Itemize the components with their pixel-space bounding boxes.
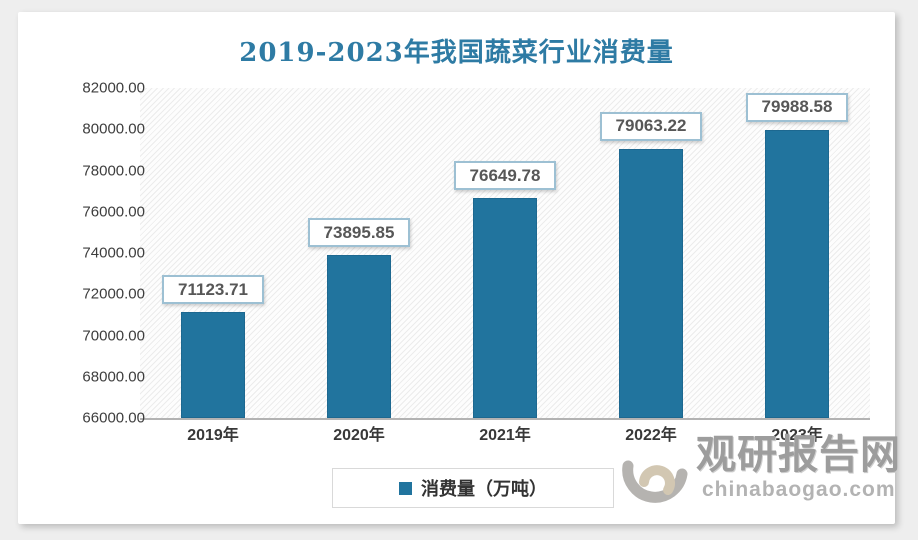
y-tick-label: 70000.00 (82, 327, 145, 344)
y-tick-label: 80000.00 (82, 120, 145, 138)
bar-value-label: 73895.85 (308, 218, 410, 248)
watermark-site-url: chinabaogao.com (702, 478, 896, 501)
x-tick-label: 2023年 (771, 427, 823, 444)
y-tick-label: 76000.00 (82, 203, 145, 221)
y-tick-label: 78000.00 (82, 162, 145, 179)
legend: 消费量（万吨） (332, 468, 614, 508)
chart-card: 2019-2023年我国蔬菜行业消费量 71123.71 73895.85 7664… (18, 12, 900, 524)
bar-value-label: 79063.22 (600, 111, 702, 141)
bar-value-label: 79988.58 (746, 92, 848, 122)
chart-title: 2019-2023年我国蔬菜行业消费量 (239, 38, 674, 68)
bar-2020年 (327, 255, 391, 418)
legend-label: 消费量（万吨） (421, 479, 547, 499)
bar-2023年 (765, 129, 829, 418)
bar-2021年 (473, 198, 537, 418)
x-tick-label: 2019年 (187, 427, 239, 444)
chinabaogao-logo-icon (622, 460, 688, 503)
y-tick-label: 66000.00 (82, 409, 145, 427)
y-tick-label: 74000.00 (82, 244, 145, 262)
plot-area: 71123.71 73895.85 76649.78 79063.22 79988.58 (140, 88, 870, 420)
y-tick-label: 72000.00 (82, 285, 145, 303)
bar-value-label: 76649.78 (454, 161, 556, 191)
x-tick-label: 2021年 (479, 427, 531, 444)
legend-marker-icon (399, 481, 412, 495)
y-tick-label: 82000.00 (82, 79, 145, 97)
bar-value-label: 71123.71 (162, 275, 264, 305)
bar-2022年 (619, 148, 683, 418)
x-tick-label: 2022年 (625, 427, 677, 444)
y-tick-label: 68000.00 (82, 368, 145, 386)
bar-2019年 (181, 312, 245, 418)
x-tick-label: 2020年 (333, 427, 385, 444)
watermark: 观研报告网 chinabaogao.com (614, 432, 900, 524)
